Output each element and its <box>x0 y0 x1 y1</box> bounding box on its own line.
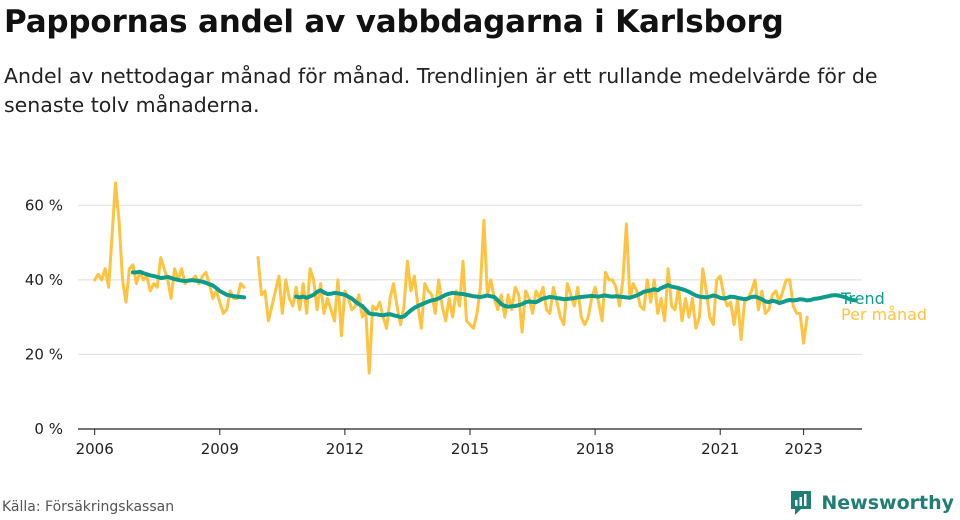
x-axis: 2006 2009 2012 2015 2018 2021 2023 <box>76 428 862 458</box>
chart-subtitle: Andel av nettodagar månad för månad. Tre… <box>4 64 878 117</box>
brand-logo[interactable]: Newsworthy <box>789 489 954 517</box>
x-tick-label: 2018 <box>576 440 614 458</box>
x-tick-label: 2015 <box>451 440 489 458</box>
chart-title: Pappornas andel av vabbdagarna i Karlsbo… <box>4 4 784 40</box>
y-tick-label: 20 % <box>25 345 63 363</box>
newsworthy-logo-icon <box>791 491 812 515</box>
x-tick-label: 2012 <box>326 440 364 458</box>
series-line-monthly <box>93 181 246 315</box>
x-tick-label: 2023 <box>785 440 823 458</box>
legend-monthly-label: Per månad <box>841 305 927 324</box>
x-tick-label: 2006 <box>76 440 114 458</box>
brand-name: Newsworthy <box>821 492 954 514</box>
x-tick-label: 2009 <box>201 440 239 458</box>
y-tick-label: 40 % <box>25 271 63 289</box>
y-tick-label: 0 % <box>34 420 63 438</box>
x-tick-label: 2021 <box>701 440 739 458</box>
y-tick-label: 60 % <box>25 196 63 214</box>
legend: Trend Per månad <box>840 289 927 324</box>
series-lines <box>93 181 858 375</box>
series-line-trend <box>130 269 247 300</box>
source-note: Källa: Försäkringskassan <box>2 499 175 515</box>
series-line-trend <box>294 283 858 320</box>
legend-trend-label: Trend <box>840 289 885 308</box>
